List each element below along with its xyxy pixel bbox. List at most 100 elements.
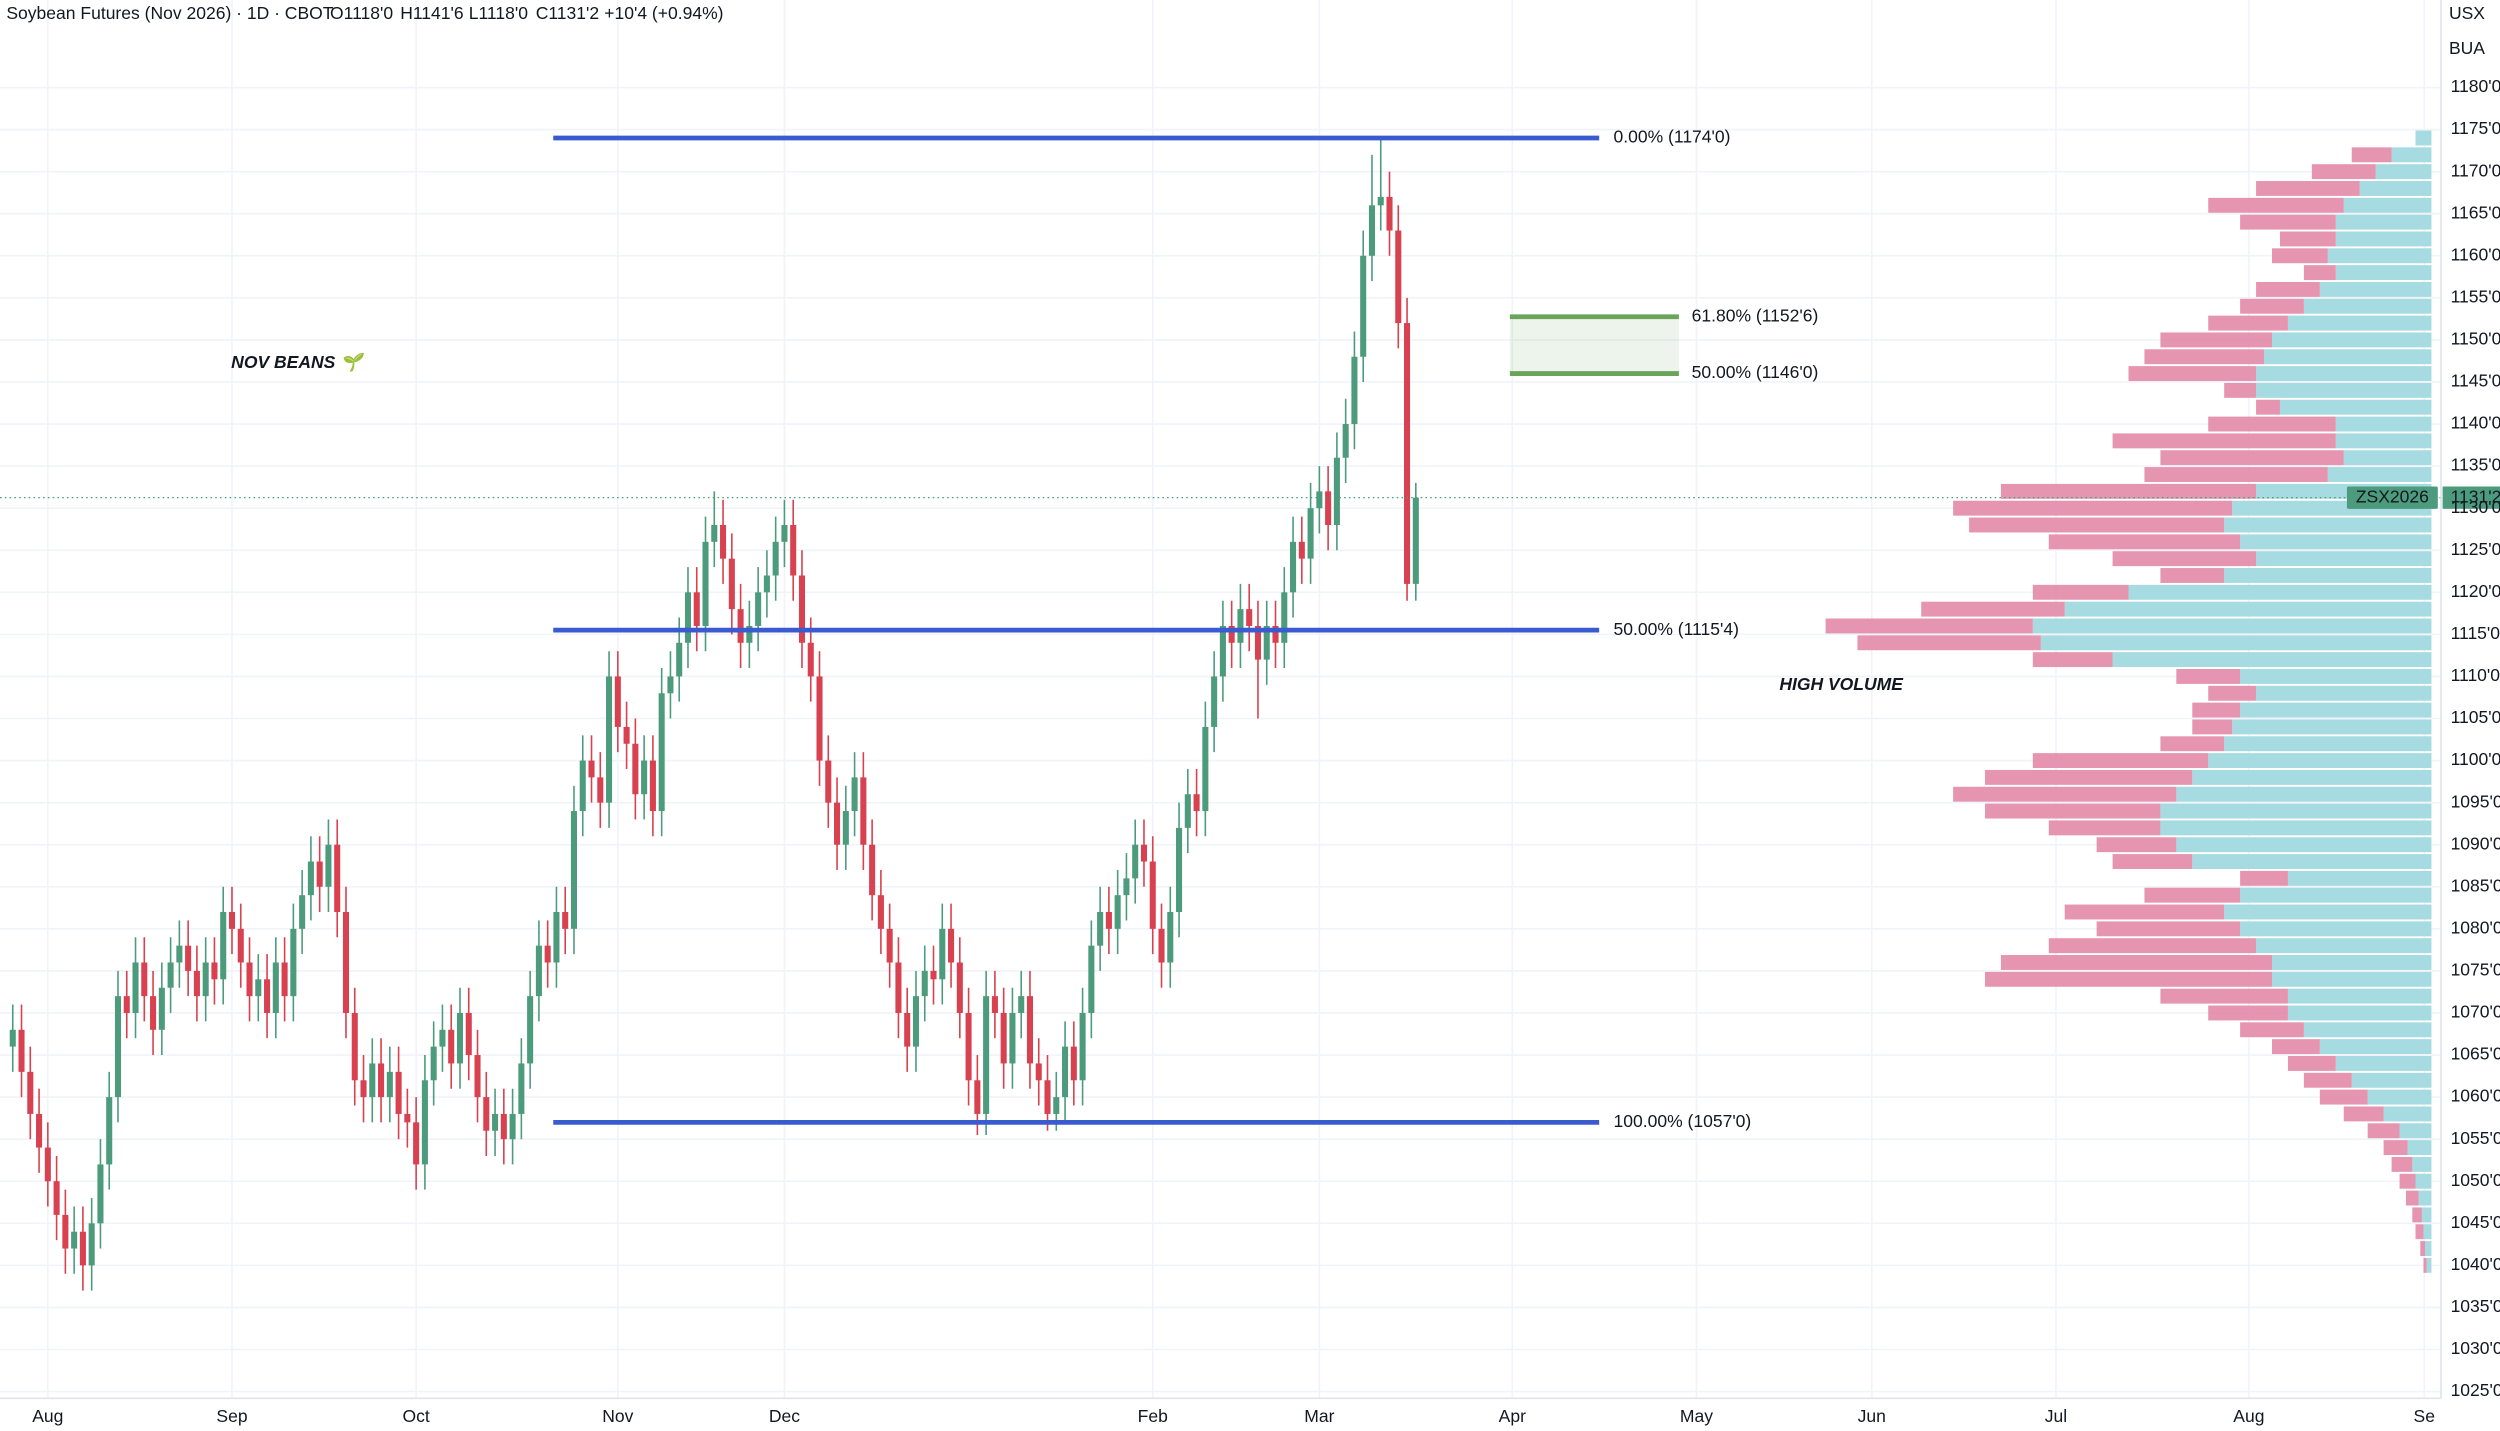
- y-tick-label: 1160'0: [2451, 244, 2500, 264]
- candle-body: [588, 760, 595, 778]
- candle-body: [614, 676, 621, 727]
- candle-body: [1105, 912, 1112, 929]
- y-tick-label: 1125'0: [2451, 539, 2500, 559]
- volume-up-bar: [2418, 1190, 2432, 1206]
- candle-body: [290, 928, 297, 997]
- candle-body: [27, 1071, 34, 1114]
- candle-body: [772, 541, 779, 576]
- candle-body: [1404, 323, 1411, 584]
- candle-body: [1062, 1046, 1069, 1098]
- candle-body: [1412, 497, 1419, 584]
- volume-up-bar: [2335, 433, 2432, 449]
- candle-body: [1193, 794, 1200, 812]
- candle-body: [1009, 1012, 1016, 1064]
- candle-body: [342, 912, 350, 1013]
- volume-up-bar: [2407, 1140, 2432, 1156]
- volume-down-bar: [2000, 483, 2257, 499]
- x-tick-label: Dec: [769, 1406, 800, 1426]
- candle-body: [246, 962, 253, 997]
- volume-down-bar: [2176, 668, 2241, 684]
- y-tick-label: 1175'0: [2451, 118, 2500, 138]
- candle-body: [421, 1080, 428, 1165]
- candle-body: [877, 895, 884, 929]
- fib-zone: [1509, 316, 1679, 374]
- volume-up-bar: [2272, 971, 2432, 987]
- y-tick-label: 1035'0: [2451, 1296, 2500, 1316]
- candle-body: [921, 970, 928, 997]
- volume-up-bar: [2335, 231, 2432, 247]
- candle-body: [9, 1029, 16, 1047]
- currency-label: USX: [2449, 3, 2485, 23]
- volume-up-bar: [2287, 870, 2432, 886]
- candle-body: [264, 979, 271, 1013]
- x-tick-label: Se: [2414, 1406, 2435, 1426]
- candle-body: [1132, 844, 1139, 879]
- candle-body: [807, 642, 814, 677]
- volume-up-bar: [2287, 988, 2432, 1004]
- volume-down-bar: [1953, 500, 2233, 516]
- candle-body: [755, 592, 762, 626]
- candle-body: [1140, 844, 1148, 862]
- volume-down-bar: [2208, 197, 2344, 213]
- volume-up-bar: [2256, 551, 2432, 567]
- volume-up-bar: [2256, 382, 2432, 398]
- volume-down-bar: [2144, 887, 2241, 903]
- candle-body: [220, 912, 227, 980]
- volume-down-bar: [2399, 1173, 2416, 1189]
- candle-body: [974, 1080, 981, 1114]
- candle-body: [553, 912, 560, 963]
- volume-down-bar: [2160, 736, 2225, 752]
- change-label: +10'4 (+0.94%): [604, 3, 723, 23]
- candle-body: [834, 802, 841, 845]
- candle-body: [325, 844, 332, 887]
- volume-down-bar: [2128, 366, 2257, 382]
- candle-body: [71, 1231, 78, 1249]
- overlays: 0.00% (1174'0) 50.00% (1115'4) 100.00% (10…: [0, 127, 2500, 1131]
- volume-down-bar: [1985, 803, 2161, 819]
- candle-body: [150, 996, 157, 1030]
- y-tick-label: 1070'0: [2451, 1002, 2500, 1022]
- candle-body: [1044, 1080, 1051, 1114]
- candle-body: [790, 525, 797, 576]
- annotation-title: NOV BEANS 🌱: [231, 352, 365, 372]
- candle-body: [1316, 491, 1323, 509]
- volume-up-bar: [2128, 584, 2432, 600]
- candle-body: [711, 525, 718, 542]
- volume-down-bar: [2240, 298, 2304, 314]
- volume-up-bar: [2335, 416, 2432, 432]
- volume-up-bar: [2303, 298, 2432, 314]
- volume-down-bar: [2272, 1039, 2320, 1055]
- volume-down-bar: [2391, 1156, 2413, 1172]
- fib-level-label: 0.00% (1174'0): [1614, 127, 1731, 147]
- high-label: H1141'6: [400, 3, 463, 23]
- volume-down-bar: [2415, 1224, 2424, 1240]
- candle-body: [886, 928, 893, 963]
- candle-body: [237, 928, 244, 963]
- candle-body: [509, 1113, 516, 1140]
- x-tick-label: Jun: [1858, 1406, 1886, 1426]
- y-tick-label: 1105'0: [2451, 707, 2500, 727]
- fib-level-label: 100.00% (1057'0): [1614, 1111, 1752, 1131]
- fib-zone-label: 50.00% (1146'0): [1692, 362, 1819, 382]
- volume-up-bar: [2421, 1207, 2432, 1223]
- volume-up-bar: [2303, 1022, 2432, 1038]
- candle-body: [448, 1029, 455, 1064]
- candle-body: [1097, 912, 1104, 946]
- y-tick-label: 1085'0: [2451, 875, 2500, 895]
- candle-body: [36, 1113, 43, 1148]
- volume-down-bar: [2279, 231, 2336, 247]
- candles: [9, 137, 1419, 1291]
- y-tick-label: 1170'0: [2451, 160, 2500, 180]
- candle-body: [720, 525, 727, 559]
- candle-body: [1149, 861, 1156, 929]
- candle-body: [1211, 676, 1218, 727]
- candle-body: [781, 525, 788, 542]
- volume-down-bar: [2343, 1106, 2384, 1122]
- candle-body: [570, 811, 578, 929]
- y-tick-label: 1155'0: [2451, 286, 2500, 306]
- x-tick-label: Oct: [403, 1406, 430, 1426]
- volume-down-bar: [1857, 635, 2041, 651]
- volume-down-bar: [2096, 921, 2241, 937]
- candle-body: [1202, 726, 1209, 812]
- volume-down-bar: [2208, 416, 2336, 432]
